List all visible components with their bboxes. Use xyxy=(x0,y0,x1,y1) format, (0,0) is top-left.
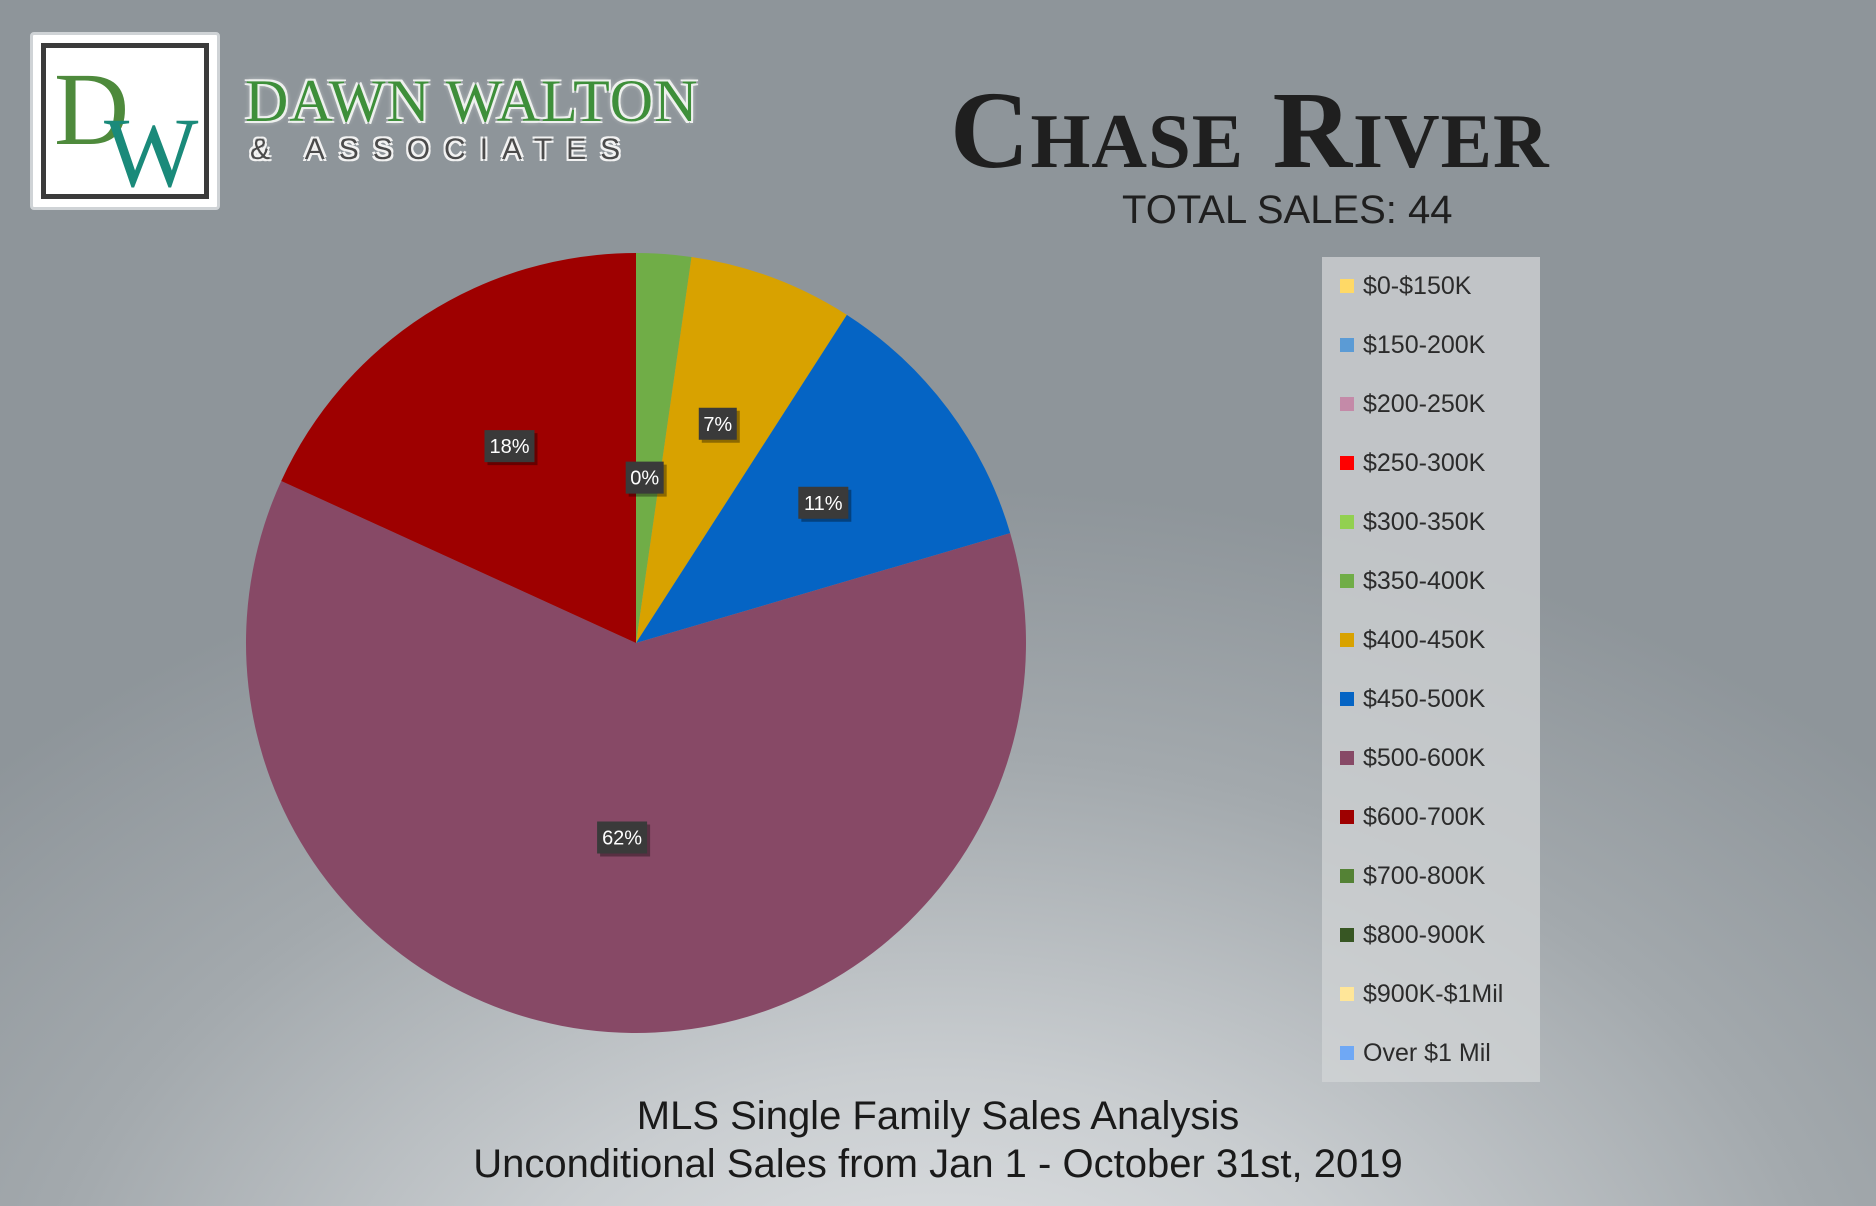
footer-subtitle: Unconditional Sales from Jan 1 - October… xyxy=(473,1142,1403,1186)
slice-label-text: 62% xyxy=(602,828,642,850)
slice-label-text: 0% xyxy=(630,468,659,490)
legend-label: $500-600K xyxy=(1363,743,1486,772)
legend-swatch xyxy=(1340,1046,1354,1060)
slice-label-9: 18% xyxy=(484,430,538,466)
legend-swatch xyxy=(1340,869,1354,883)
legend-label: $150-200K xyxy=(1363,330,1486,359)
slice-label-text: 7% xyxy=(703,414,732,436)
legend-item: $600-700K xyxy=(1340,802,1485,832)
legend-label: $450-500K xyxy=(1363,684,1486,713)
legend-label: $400-450K xyxy=(1363,625,1486,654)
legend-swatch xyxy=(1340,692,1354,706)
legend-item: $800-900K xyxy=(1340,920,1485,950)
slice-label-text: 11% xyxy=(804,493,843,515)
chart-title: Chase River xyxy=(950,69,1550,191)
slice-label-box xyxy=(625,461,664,494)
legend-item: $0-$150K xyxy=(1340,271,1471,301)
legend-swatch xyxy=(1340,338,1354,352)
legend-swatch xyxy=(1340,456,1354,470)
legend-label: $900K-$1Mil xyxy=(1363,979,1504,1008)
legend-label: $800-900K xyxy=(1363,920,1486,949)
legend-label: $300-350K xyxy=(1363,507,1486,536)
legend-label: $200-250K xyxy=(1363,389,1486,418)
legend-swatch xyxy=(1340,751,1354,765)
legend-item: $900K-$1Mil xyxy=(1340,979,1503,1009)
legend-item: $400-450K xyxy=(1340,625,1485,655)
pie-slice-6 xyxy=(636,256,847,643)
legend-item: $700-800K xyxy=(1340,861,1485,891)
pie-data-labels: 0% 7% 11% 62% 18% xyxy=(484,407,852,857)
legend-label: $600-700K xyxy=(1363,802,1486,831)
legend-item: $200-250K xyxy=(1340,389,1485,419)
pie-slice-9 xyxy=(281,252,636,643)
legend-swatch xyxy=(1340,279,1354,293)
dw-monogram-icon: D W xyxy=(54,52,199,208)
slice-label-box xyxy=(798,486,849,519)
legend-item: $500-600K xyxy=(1340,743,1485,773)
legend-item: Over $1 Mil xyxy=(1340,1038,1491,1068)
pie-slice-8 xyxy=(246,480,1027,1033)
pie-slice-7 xyxy=(636,314,1011,643)
slice-label-6: 7% xyxy=(698,407,740,443)
legend-swatch xyxy=(1340,928,1354,942)
legend-item: $300-350K xyxy=(1340,507,1485,537)
pie-slice-5 xyxy=(636,253,692,643)
legend-label: $700-800K xyxy=(1363,861,1486,890)
legend-swatch xyxy=(1340,574,1354,588)
slice-label-text: 18% xyxy=(489,436,529,458)
logo-frame: D W xyxy=(41,43,209,208)
slice-label-5: 0% xyxy=(625,461,667,497)
logo-name: DAWN WALTON xyxy=(245,68,699,134)
slice-label-box xyxy=(698,407,737,440)
legend-label: Over $1 Mil xyxy=(1363,1038,1491,1067)
legend-item: $150-200K xyxy=(1340,330,1485,360)
chart-legend: $0-$150K $150-200K $200-250K $250-300K $300-… xyxy=(1322,257,1540,1082)
legend-label: $0-$150K xyxy=(1363,271,1472,300)
pie-chart: 0% 7% 11% 62% 18% xyxy=(246,252,1027,1033)
legend-swatch xyxy=(1340,515,1354,529)
slice-label-7: 11% xyxy=(798,486,852,522)
svg-text:D: D xyxy=(54,52,129,167)
legend-swatch xyxy=(1340,810,1354,824)
logo-subtitle: & ASSOCIATES xyxy=(250,133,635,166)
pie-slices xyxy=(246,252,1027,1033)
footer-title: MLS Single Family Sales Analysis xyxy=(636,1094,1240,1138)
legend-item: $350-400K xyxy=(1340,566,1485,596)
slice-label-8: 62% xyxy=(597,821,651,857)
total-sales: TOTAL SALES: 44 xyxy=(1122,188,1453,232)
legend-label: $250-300K xyxy=(1363,448,1486,477)
legend-swatch xyxy=(1340,987,1354,1001)
svg-text:W: W xyxy=(104,97,199,200)
legend-item: $250-300K xyxy=(1340,448,1485,478)
logo: D W xyxy=(30,32,220,210)
slice-label-box xyxy=(597,821,648,854)
legend-swatch xyxy=(1340,397,1354,411)
legend-swatch xyxy=(1340,633,1354,647)
legend-label: $350-400K xyxy=(1363,566,1486,595)
legend-item: $450-500K xyxy=(1340,684,1485,714)
slice-label-box xyxy=(484,430,535,463)
